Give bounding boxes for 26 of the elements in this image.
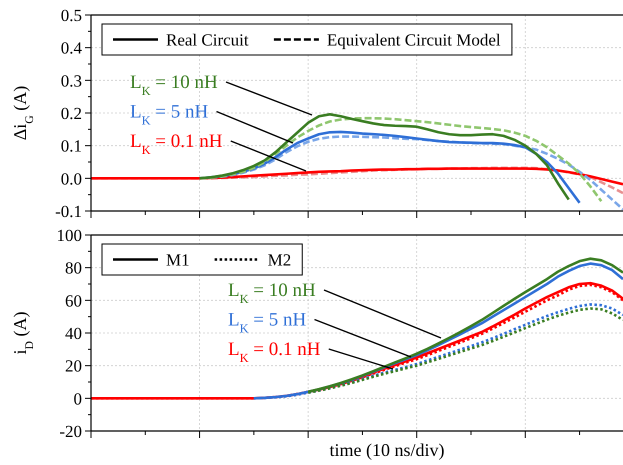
y-tick-label: -20 [59, 422, 82, 441]
line-series [91, 167, 623, 186]
y-tick-label: 0.4 [60, 38, 82, 58]
y-tick-label: 0.1 [60, 136, 82, 156]
annotation: M1 [166, 250, 190, 270]
annotation: Real Circuit [166, 30, 249, 50]
annotation: M2 [268, 250, 292, 270]
annotation: L$_{K}$ = 5 nH [130, 102, 208, 128]
annotation: L$_{K}$ = 0.1 nH [130, 131, 223, 157]
y-tick-label: 20 [65, 356, 82, 376]
y-tick-label: 60 [65, 291, 82, 310]
y-tick-label: 0.3 [60, 71, 82, 90]
y-tick-label: 0.0 [60, 169, 82, 188]
y-tick-label: 80 [65, 258, 82, 278]
x-axis-title: time (10 ns/div) [330, 440, 444, 460]
y-tick-label: -0.1 [55, 202, 82, 221]
annotation: L$_{K}$ = 10 nH [228, 280, 316, 306]
annotation: L$_{K}$ = 5 nH [228, 310, 306, 336]
y-tick-label: 40 [65, 324, 82, 343]
y-tick-label: 0.2 [60, 104, 82, 123]
y-tick-label: 0 [74, 389, 82, 408]
annotation: L$_{K}$ = 0.1 nH [228, 339, 321, 365]
annotation: L$_{K}$ = 10 nH [130, 72, 218, 98]
y-tick-label: 100 [56, 226, 82, 245]
y-tick-label: 0.5 [60, 6, 82, 25]
annotation: Equivalent Circuit Model [326, 30, 501, 50]
